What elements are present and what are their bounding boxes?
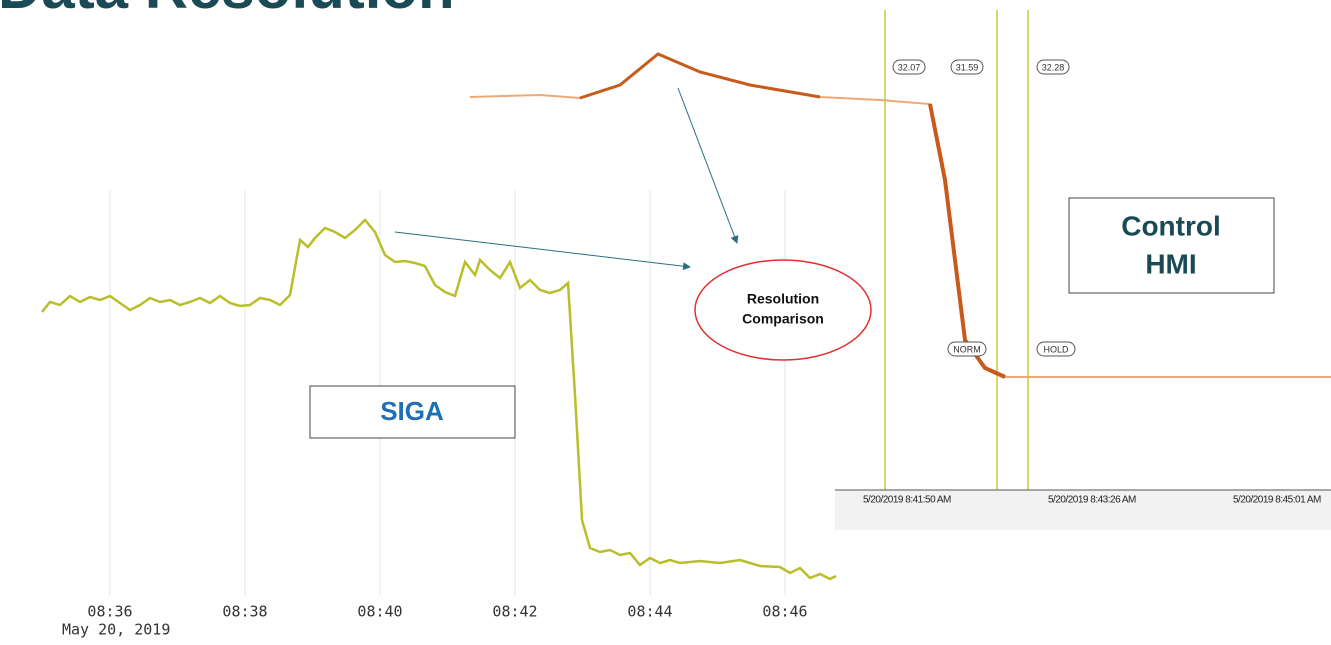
cursor-badge [892, 59, 926, 75]
mode-badge [1036, 341, 1076, 357]
cursor-badge [1036, 59, 1070, 75]
x-tick-label: 08:40 [357, 603, 402, 621]
siga-box [309, 385, 516, 439]
mode-label: NORM [953, 344, 981, 354]
hmi-label: Control [1121, 210, 1221, 241]
hmi-x-tick-label: 5/20/2019 8:41:50 AM [863, 495, 951, 506]
cursor-badge [950, 59, 984, 75]
callout-text: Comparison [742, 311, 824, 327]
siga-label: SIGA [380, 396, 444, 426]
x-tick-label: 08:46 [762, 603, 807, 621]
x-tick-label: 08:44 [627, 603, 672, 621]
arrow [677, 87, 739, 244]
cursor-value: 32.07 [898, 62, 921, 72]
x-tick-label: 08:38 [222, 603, 267, 621]
hmi-label: HMI [1145, 248, 1196, 279]
cursor-value: 31.59 [956, 62, 979, 72]
x-tick-label: 08:36 [87, 603, 132, 621]
date-label: May 20, 2019 [62, 621, 170, 639]
hmi-trend-detail [579, 52, 821, 100]
hmi-axis-band [835, 490, 1331, 530]
x-tick-label: 08:42 [492, 603, 537, 621]
arrow [394, 231, 691, 271]
hmi-x-tick-label: 5/20/2019 8:45:01 AM [1233, 495, 1321, 506]
siga-trend [41, 218, 837, 581]
hmi-trend-drop [928, 103, 1006, 379]
mode-badge [947, 341, 987, 357]
callout-oval [694, 259, 872, 361]
cursor-value: 32.28 [1042, 62, 1065, 72]
callout-text: Resolution [747, 291, 819, 307]
hmi-x-tick-label: 5/20/2019 8:43:26 AM [1048, 495, 1136, 506]
hmi-box [1068, 197, 1275, 294]
hmi-cursors [884, 10, 1029, 490]
slide-title: Data Resolution [0, 0, 455, 21]
mode-label: HOLD [1043, 344, 1069, 354]
